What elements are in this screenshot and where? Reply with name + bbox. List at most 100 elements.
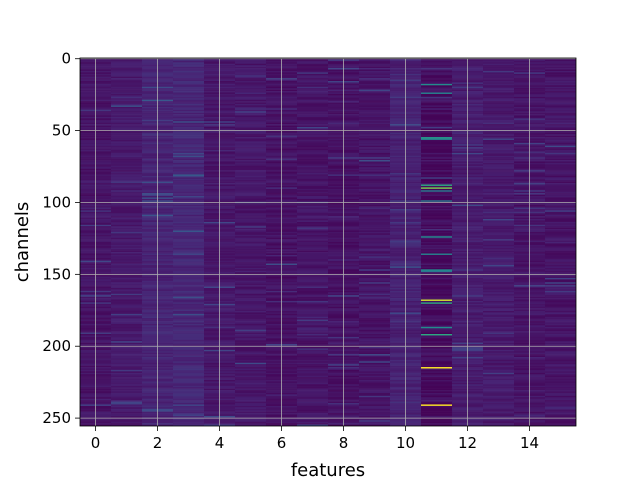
heatmap-cell <box>545 266 576 269</box>
heatmap-cell <box>483 388 515 391</box>
heatmap-cell <box>235 112 267 115</box>
heatmap-cell <box>483 226 515 228</box>
heatmap-cell <box>297 276 329 279</box>
heatmap-cell <box>297 266 329 269</box>
heatmap-cell <box>235 145 267 148</box>
heatmap-cell <box>545 303 576 306</box>
heatmap-cell <box>297 390 329 392</box>
heatmap-cell <box>173 420 205 422</box>
heatmap-cell <box>297 224 329 227</box>
heatmap-cell <box>483 128 515 131</box>
heatmap-cell <box>297 408 329 411</box>
heatmap-cell <box>545 78 576 80</box>
heatmap-cell <box>483 289 515 292</box>
heatmap-cell <box>359 111 391 113</box>
heatmap-cell <box>173 252 205 254</box>
heatmap-cell <box>173 334 205 336</box>
heatmap-cell <box>545 338 576 341</box>
heatmap-cell <box>297 318 329 320</box>
heatmap-cell <box>359 346 391 349</box>
heatmap-cell <box>297 270 329 273</box>
heatmap-cell <box>111 174 143 177</box>
heatmap-cell <box>111 263 143 266</box>
heatmap-cell <box>359 308 391 310</box>
heatmap-cell <box>545 161 576 164</box>
heatmap-cell <box>421 217 453 220</box>
heatmap-cell <box>111 325 143 328</box>
heatmap-cell <box>235 198 267 201</box>
heatmap-cell <box>545 242 576 244</box>
heatmap-cell <box>297 312 329 315</box>
heatmap-cell <box>545 331 576 333</box>
heatmap-cell <box>483 280 515 283</box>
heatmap-cell <box>359 102 391 105</box>
heatmap-cell <box>359 368 391 371</box>
heatmap-cell <box>111 85 143 88</box>
heatmap-cell <box>235 283 267 286</box>
heatmap-cell <box>359 339 391 342</box>
heatmap-cell <box>111 219 143 221</box>
heatmap-cell <box>111 418 143 421</box>
x-tick-label: 8 <box>339 434 349 452</box>
heatmap-cell <box>483 190 515 192</box>
heatmap-cell <box>545 385 576 388</box>
heatmap-cell <box>483 121 515 123</box>
heatmap-cell <box>421 236 453 238</box>
heatmap-cell <box>235 262 267 264</box>
heatmap-cell <box>111 210 143 213</box>
heatmap-cell <box>483 115 515 118</box>
heatmap-cell <box>173 318 205 320</box>
heatmap-cell <box>359 151 391 154</box>
heatmap-cell <box>297 398 329 401</box>
heatmap-cell <box>359 408 391 411</box>
heatmap-cell <box>359 319 391 322</box>
heatmap-cell <box>359 414 391 417</box>
heatmap-cell <box>235 259 267 261</box>
heatmap-cell <box>359 276 391 279</box>
heatmap-cell <box>111 374 143 376</box>
heatmap-cell <box>483 326 515 329</box>
heatmap-cell <box>297 198 329 201</box>
heatmap-cell <box>297 387 329 389</box>
heatmap-cell <box>173 293 205 296</box>
heatmap-cell <box>359 59 391 62</box>
heatmap-cell <box>297 174 329 177</box>
heatmap-cell <box>173 59 205 62</box>
heatmap-cell <box>111 335 143 338</box>
heatmap-cell <box>173 78 205 80</box>
heatmap-cell <box>235 305 267 307</box>
heatmap-cell <box>297 411 329 414</box>
heatmap-cell <box>297 391 329 394</box>
heatmap-cell <box>235 334 267 336</box>
heatmap-cell <box>359 165 391 168</box>
heatmap-cell <box>483 328 515 330</box>
heatmap-cell <box>173 388 205 391</box>
heatmap-cell <box>173 244 205 247</box>
heatmap-cell <box>173 276 205 279</box>
heatmap-cell <box>297 334 329 336</box>
heatmap-cell <box>359 234 391 237</box>
heatmap-cell <box>545 88 576 90</box>
heatmap-cell <box>173 148 205 151</box>
heatmap-cell <box>173 369 205 372</box>
heatmap-cell <box>173 132 205 135</box>
heatmap-cell <box>483 253 515 256</box>
heatmap-cell <box>359 325 391 328</box>
y-tick-label: 0 <box>61 50 71 68</box>
heatmap-cell <box>483 285 515 287</box>
heatmap-cell <box>483 335 515 338</box>
heatmap-cell <box>297 423 329 425</box>
heatmap-cell <box>297 415 329 418</box>
heatmap-cell <box>111 95 143 98</box>
heatmap-cell <box>111 411 143 414</box>
heatmap-cell <box>297 309 329 312</box>
heatmap-cell <box>297 177 329 180</box>
heatmap-cell <box>483 357 515 359</box>
heatmap-cell <box>111 306 143 309</box>
heatmap-cell <box>359 300 391 303</box>
heatmap-cell <box>359 213 391 215</box>
heatmap-cell <box>297 380 329 382</box>
heatmap-cell <box>545 361 576 364</box>
heatmap-cell <box>421 394 453 397</box>
heatmap-cell <box>483 204 515 207</box>
